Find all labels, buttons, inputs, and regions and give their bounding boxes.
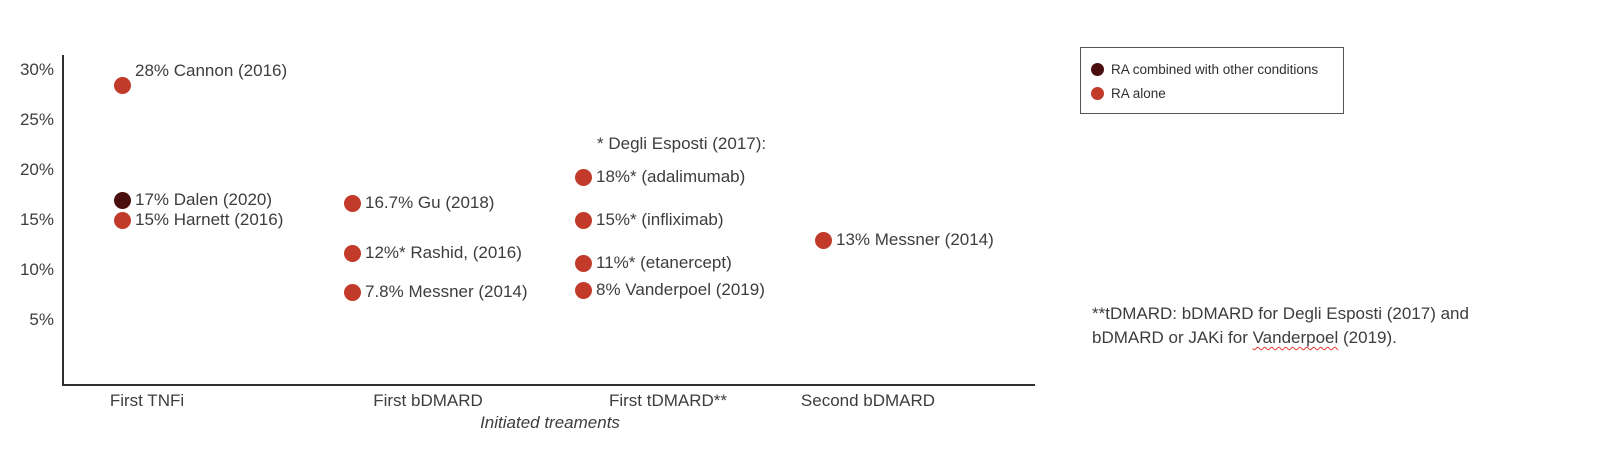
- data-point-dot: [814, 231, 832, 249]
- data-point-label: 11%* (etanercept): [596, 253, 732, 272]
- data-point-dot: [574, 254, 592, 272]
- data-point-label: 16.7% Gu (2018): [365, 193, 495, 212]
- legend-item-label: RA combined with other conditions: [1111, 61, 1319, 77]
- data-point-dot: [574, 211, 592, 229]
- x-axis-title: Initiated treaments: [480, 413, 620, 432]
- y-tick-label: 30%: [19, 60, 54, 79]
- data-point-label: 8% Vanderpoel (2019): [596, 280, 765, 299]
- data-point-dot: [343, 283, 361, 301]
- x-tick-label: First TNFi: [109, 391, 185, 410]
- x-tick-label: Second bDMARD: [800, 391, 936, 410]
- data-point-label: 28% Cannon (2016): [135, 61, 288, 80]
- ra_alone-legend-dot: [1091, 86, 1104, 100]
- y-tick-label: 10%: [19, 260, 54, 279]
- footnote-text-before: **tDMARD: bDMARD for Degli Esposti (2017…: [1092, 304, 1469, 348]
- legend-item-label: RA alone: [1111, 85, 1166, 101]
- data-point-label: 15% Harnett (2016): [135, 210, 284, 229]
- y-axis-line: [62, 55, 64, 386]
- y-tick-label: 20%: [19, 160, 54, 179]
- x-tick-label: First tDMARD**: [608, 391, 728, 410]
- data-point-dot: [113, 191, 131, 209]
- data-point-dot: [113, 211, 131, 229]
- data-point-label: 13% Messner (2014): [836, 230, 994, 249]
- x-tick-label: First bDMARD: [373, 391, 483, 410]
- ra_combined-legend-dot: [1091, 62, 1104, 76]
- footnote-misspelled-word: Vanderpoel: [1252, 328, 1339, 348]
- data-point-label: 18%* (adalimumab): [596, 167, 746, 186]
- y-tick-label: 25%: [19, 110, 54, 129]
- data-point-label: 17% Dalen (2020): [135, 190, 273, 209]
- data-point-label: 7.8% Messner (2014): [365, 282, 528, 301]
- footnote: **tDMARD: bDMARD for Degli Esposti (2017…: [1092, 302, 1544, 350]
- footnote-text-after: (2019).: [1338, 328, 1397, 348]
- y-tick-label: 15%: [19, 210, 54, 229]
- data-point-label: 12%* Rashid, (2016): [365, 243, 522, 262]
- data-point-dot: [113, 76, 131, 94]
- data-point-dot: [343, 244, 361, 262]
- data-point-dot: [343, 194, 361, 212]
- data-point-label: 15%* (infliximab): [596, 210, 724, 229]
- x-axis-line: [62, 384, 1035, 386]
- legend-item: RA alone: [1091, 81, 1333, 105]
- data-point-dot: [574, 168, 592, 186]
- plot-area: * Degli Esposti (2017): Initiated treame…: [19, 55, 1035, 432]
- data-point-dot: [574, 281, 592, 299]
- degli-esposti-annotation: * Degli Esposti (2017):: [597, 134, 767, 153]
- y-tick-label: 5%: [29, 310, 54, 329]
- legend: RA combined with other conditions RA alon…: [1080, 47, 1344, 114]
- legend-item: RA combined with other conditions: [1091, 57, 1333, 81]
